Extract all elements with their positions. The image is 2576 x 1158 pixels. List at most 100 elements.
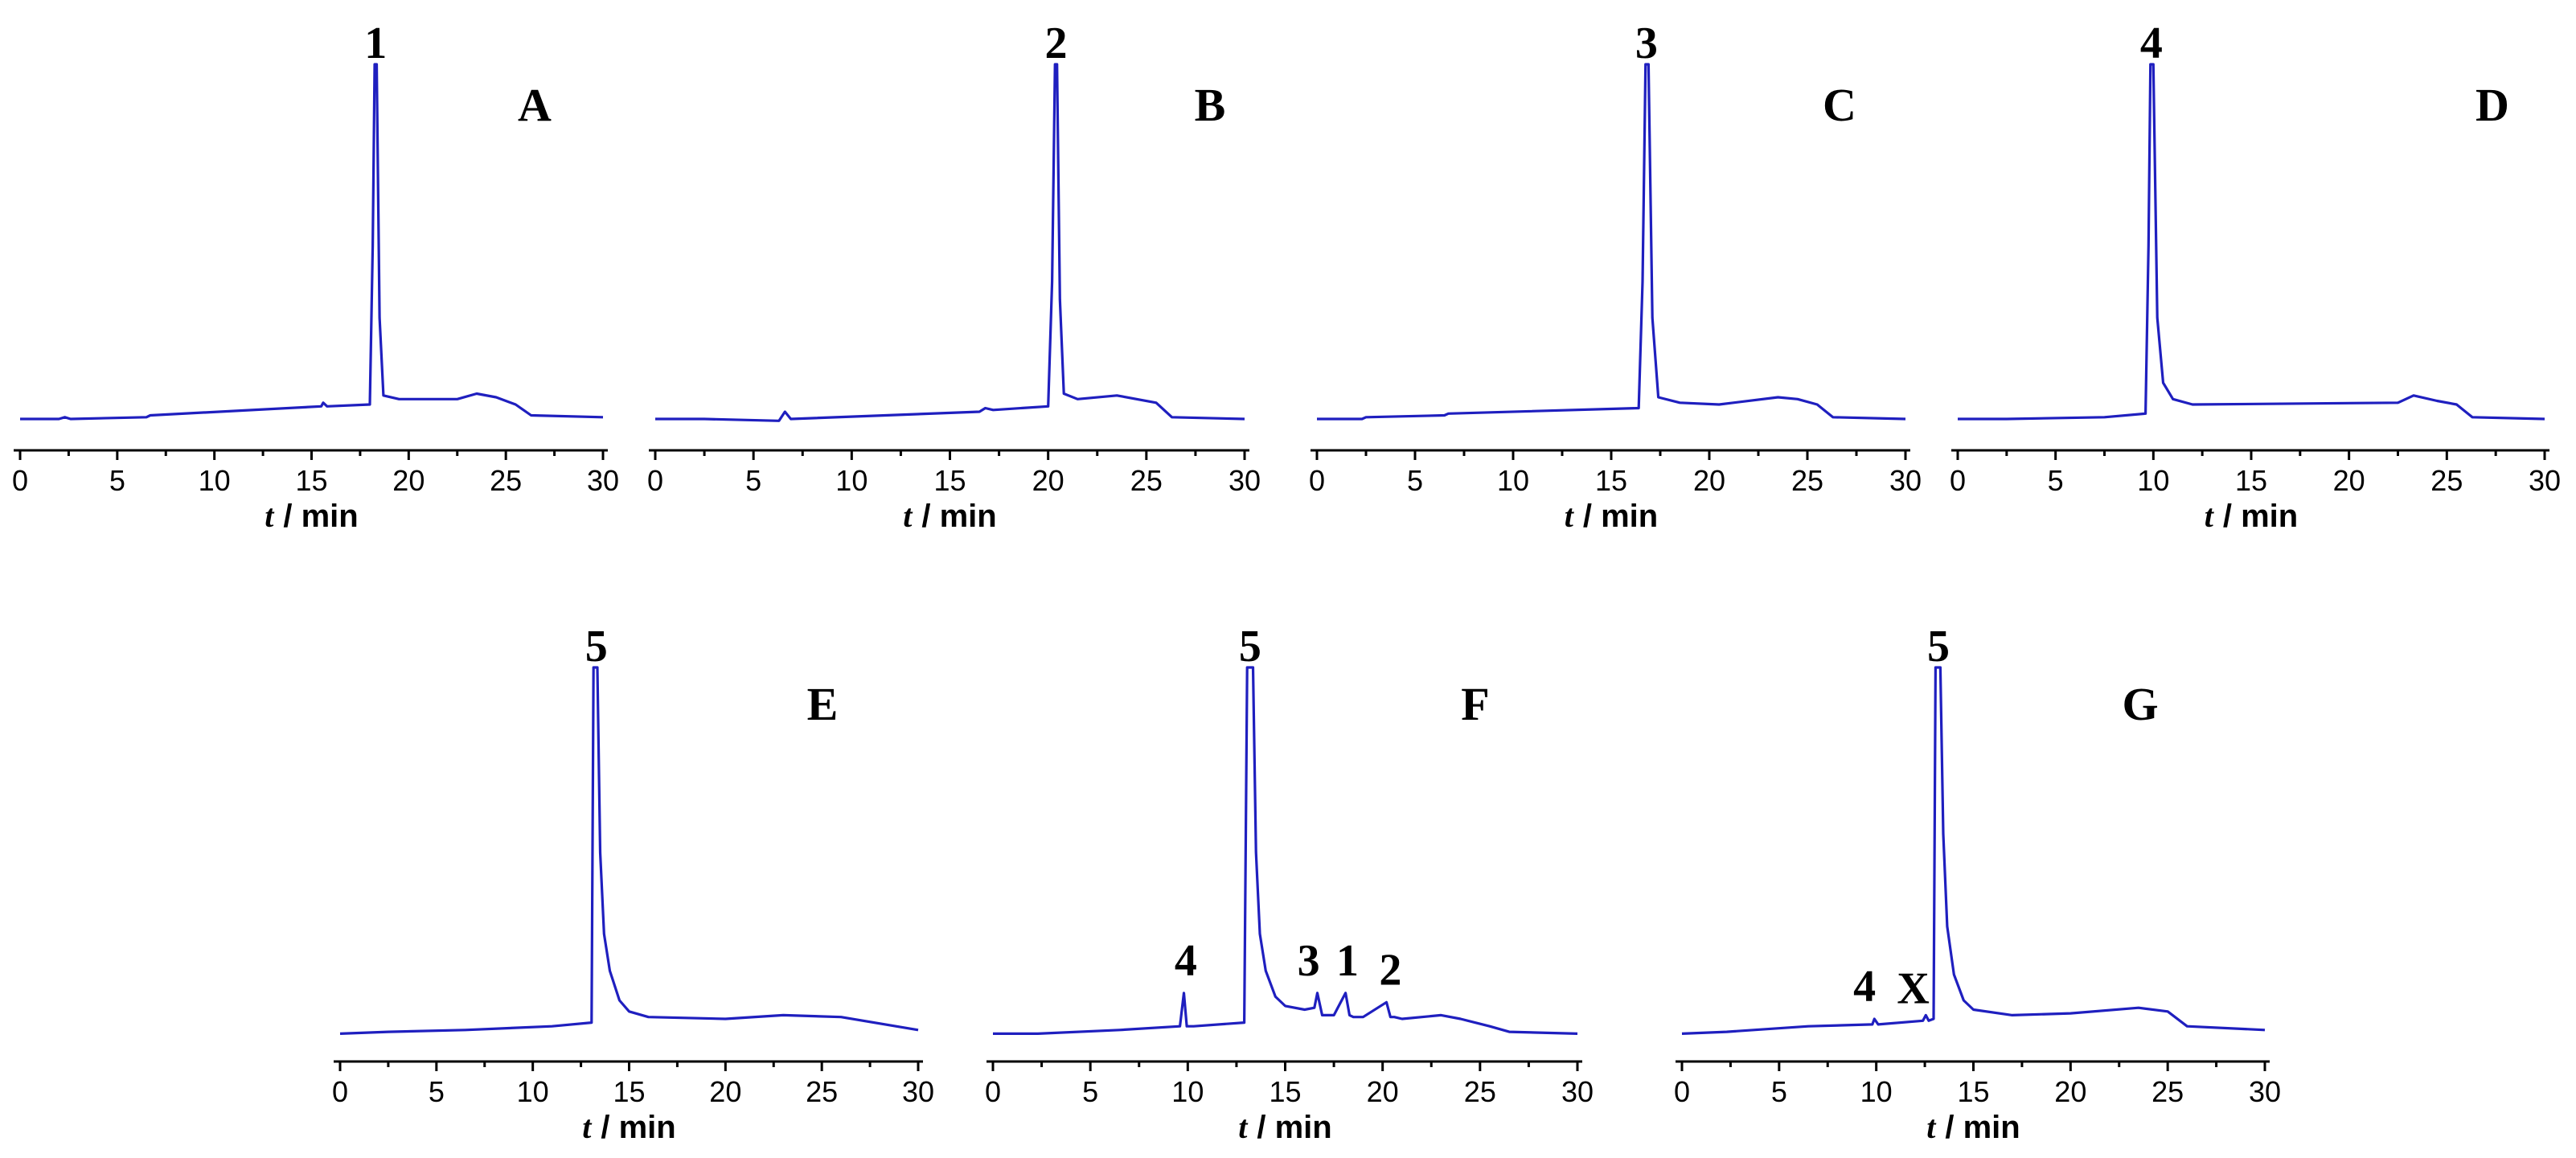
x-tick-label: 10 — [1860, 1075, 1893, 1108]
panel-letter: B — [1195, 79, 1226, 131]
peak-label: 4 — [1853, 962, 1876, 1012]
x-axis-variable: t — [2205, 498, 2215, 534]
x-axis-unit: / min — [1583, 499, 1658, 534]
x-tick-label: 10 — [517, 1075, 549, 1108]
x-tick-label: 10 — [1171, 1075, 1204, 1108]
x-tick-label: 5 — [1082, 1075, 1098, 1108]
chromatogram-trace — [20, 63, 604, 421]
x-tick-label: 25 — [1130, 464, 1163, 497]
peak-label: 5 — [1927, 622, 1950, 671]
chromatogram-panel-a: 0 5 10 15 20 25 30 t / min A 1 — [12, 18, 619, 534]
x-tick-label: 25 — [2430, 464, 2463, 497]
x-axis-unit: / min — [283, 499, 358, 534]
chromatogram-trace — [339, 666, 919, 1035]
peak-label: 1 — [364, 18, 387, 68]
x-axis-label: t / min — [1926, 1109, 2020, 1145]
x-tick-label: 10 — [2137, 464, 2169, 497]
x-tick-label: 0 — [985, 1075, 1001, 1108]
peak-label: X — [1897, 963, 1929, 1013]
x-tick-label: 20 — [1032, 464, 1064, 497]
x-axis-label: t / min — [582, 1109, 675, 1145]
x-tick-label: 20 — [2333, 464, 2365, 497]
chromatogram-trace — [1317, 63, 1906, 421]
x-axis-variable: t — [582, 1109, 593, 1145]
x-axis-variable: t — [903, 498, 913, 534]
x-tick-label: 15 — [613, 1075, 645, 1108]
x-axis-label: t / min — [903, 498, 996, 534]
chromatogram-trace — [1681, 666, 2266, 1035]
x-tick-label: 30 — [902, 1075, 934, 1108]
x-axis-label: t / min — [1565, 498, 1658, 534]
chromatogram-trace — [655, 63, 1245, 422]
peak-label: 3 — [1635, 18, 1658, 68]
chromatogram-panel-b: 0 5 10 15 20 25 30 t / min B 2 — [647, 18, 1261, 534]
x-tick-label: 5 — [2048, 464, 2064, 497]
x-tick-label: 20 — [2054, 1075, 2086, 1108]
chromatogram-panel-f: 0 5 10 15 20 25 30 t / min F 4 5 3 1 2 — [985, 622, 1594, 1145]
peak-label: 5 — [585, 622, 608, 671]
x-tick-label: 30 — [2249, 1075, 2281, 1108]
x-tick-label: 30 — [1229, 464, 1261, 497]
x-axis-unit: / min — [921, 499, 996, 534]
x-tick-label: 15 — [933, 464, 966, 497]
x-axis-variable: t — [1926, 1109, 1937, 1145]
x-axis-variable: t — [1565, 498, 1575, 534]
x-tick-label: 0 — [332, 1075, 348, 1108]
x-axis-unit: / min — [2223, 499, 2298, 534]
panel-letter: D — [2476, 79, 2509, 131]
peak-label: 1 — [1336, 936, 1359, 986]
x-tick-label: 0 — [647, 464, 663, 497]
x-tick-label: 15 — [1595, 464, 1627, 497]
x-tick-label: 15 — [1269, 1075, 1301, 1108]
x-tick-label: 0 — [1950, 464, 1966, 497]
panel-letter: A — [518, 79, 552, 131]
x-axis-unit: / min — [1257, 1110, 1331, 1145]
x-tick-label: 20 — [392, 464, 425, 497]
x-tick-label: 25 — [1464, 1075, 1496, 1108]
peak-label: 2 — [1379, 945, 1401, 995]
chromatogram-panel-c: 0 5 10 15 20 25 30 t / min C 3 — [1309, 18, 1922, 534]
x-tick-label: 25 — [1791, 464, 1823, 497]
peak-label: 2 — [1044, 18, 1067, 68]
x-tick-label: 5 — [1407, 464, 1423, 497]
x-axis-unit: / min — [1945, 1110, 2020, 1145]
x-tick-label: 5 — [745, 464, 761, 497]
panel-letter: F — [1461, 678, 1489, 730]
x-axis-label: t / min — [1238, 1109, 1331, 1145]
x-tick-label: 25 — [490, 464, 522, 497]
x-tick-label: 30 — [587, 464, 619, 497]
x-tick-label: 30 — [2529, 464, 2561, 497]
x-tick-label: 30 — [1889, 464, 1922, 497]
x-tick-label: 20 — [709, 1075, 741, 1108]
x-axis-unit: / min — [601, 1110, 675, 1145]
chromatogram-panel-g: 0 5 10 15 20 25 30 t / min G 4 X 5 — [1674, 622, 2281, 1145]
x-tick-label: 0 — [12, 464, 28, 497]
chromatogram-trace — [993, 666, 1578, 1035]
x-axis-variable: t — [1238, 1109, 1249, 1145]
chromatogram-panel-e: 0 5 10 15 20 25 30 t / min E 5 — [332, 622, 934, 1145]
x-tick-label: 5 — [429, 1075, 445, 1108]
peak-label: 5 — [1239, 622, 1261, 671]
x-tick-label: 5 — [109, 464, 125, 497]
peak-label: 3 — [1298, 936, 1320, 986]
x-tick-label: 25 — [806, 1075, 838, 1108]
panel-letter: E — [807, 678, 839, 730]
x-tick-label: 25 — [2151, 1075, 2184, 1108]
x-tick-label: 15 — [2235, 464, 2267, 497]
x-tick-label: 0 — [1309, 464, 1325, 497]
x-tick-label: 20 — [1367, 1075, 1399, 1108]
x-tick-label: 0 — [1674, 1075, 1690, 1108]
x-tick-label: 10 — [1497, 464, 1529, 497]
x-axis-label: t / min — [2205, 498, 2298, 534]
chromatogram-trace — [1958, 63, 2545, 421]
panel-letter: G — [2122, 678, 2158, 730]
x-axis-variable: t — [265, 498, 275, 534]
x-tick-label: 15 — [1957, 1075, 1989, 1108]
x-tick-label: 30 — [1561, 1075, 1594, 1108]
chromatogram-panel-d: 0 5 10 15 20 25 30 t / min D 4 — [1950, 18, 2561, 534]
x-tick-label: 15 — [295, 464, 327, 497]
peak-label: 4 — [2140, 18, 2163, 68]
x-tick-label: 20 — [1693, 464, 1725, 497]
x-tick-label: 5 — [1771, 1075, 1787, 1108]
